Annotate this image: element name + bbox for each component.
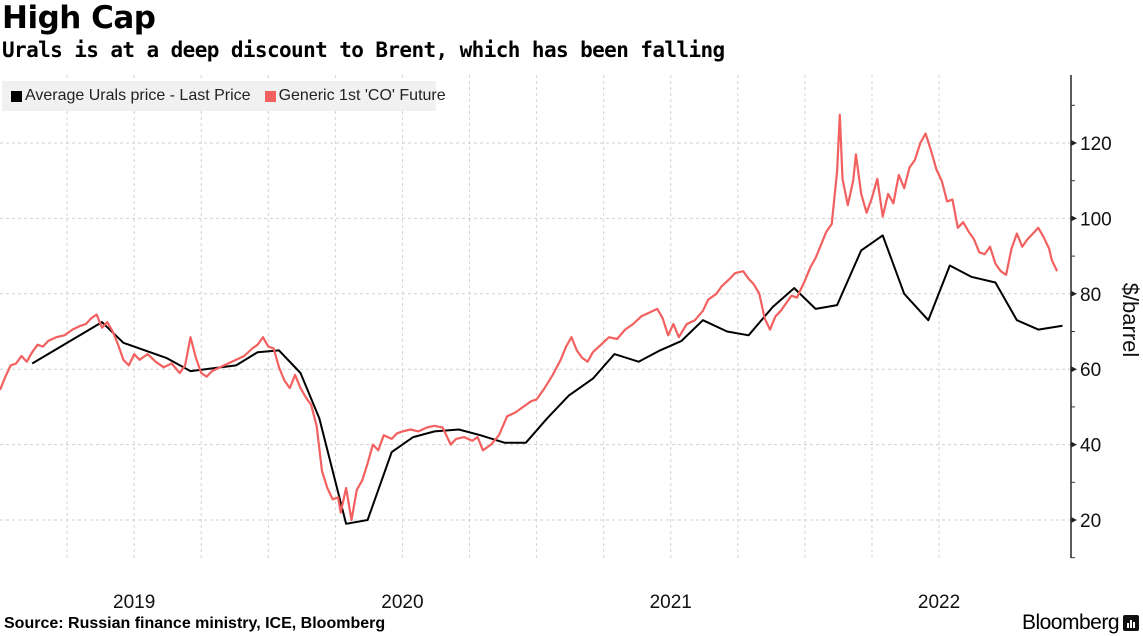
y-tick-mark <box>1071 215 1077 222</box>
y-tick-label: 60 <box>1080 360 1101 381</box>
chart-title: High Cap <box>2 0 156 36</box>
source-note: Source: Russian finance ministry, ICE, B… <box>4 615 386 632</box>
legend-item-urals: Average Urals price - Last Price <box>11 87 251 105</box>
bloomberg-logo-text: Bloomberg <box>1021 611 1120 634</box>
series-line-urals <box>31 234 1063 525</box>
y-tick-label: 80 <box>1080 285 1101 306</box>
series-lines <box>0 113 1063 525</box>
x-tick-label: 2020 <box>381 592 423 613</box>
y-tick-label: 40 <box>1080 436 1101 457</box>
x-tick-label: 2019 <box>113 592 155 613</box>
series-line-brent <box>0 113 1059 522</box>
legend-item-brent: Generic 1st 'CO' Future <box>264 87 446 105</box>
bloomberg-terminal-icon <box>1123 615 1139 631</box>
y-tick-label: 20 <box>1080 511 1101 532</box>
y-tick-mark <box>1071 517 1077 523</box>
legend-swatch-urals <box>11 90 22 102</box>
legend: Average Urals price - Last Price Generic… <box>2 81 446 111</box>
x-tick-label: 2021 <box>650 592 692 613</box>
y-tick-mark <box>1071 140 1077 146</box>
x-tick-label: 2022 <box>918 592 960 613</box>
legend-swatch-brent <box>264 90 276 102</box>
y-axis-title: $/barrel <box>1118 283 1143 358</box>
gridlines <box>0 75 1071 558</box>
y-tick-label: 100 <box>1080 209 1112 230</box>
chart-subtitle: Urals is at a deep discount to Brent, wh… <box>2 38 725 62</box>
legend-label-brent: Generic 1st 'CO' Future <box>278 87 446 104</box>
y-tick-mark <box>1071 290 1077 297</box>
y-tick-label: 120 <box>1080 134 1112 155</box>
y-axis: 20 40 60 80 100 120 $/barrel <box>1070 75 1143 559</box>
y-tick-mark <box>1071 441 1077 448</box>
x-axis-labels: 2019 2020 2021 2022 <box>113 592 960 613</box>
legend-label-urals: Average Urals price - Last Price <box>25 87 251 104</box>
y-tick-mark <box>1071 366 1077 373</box>
